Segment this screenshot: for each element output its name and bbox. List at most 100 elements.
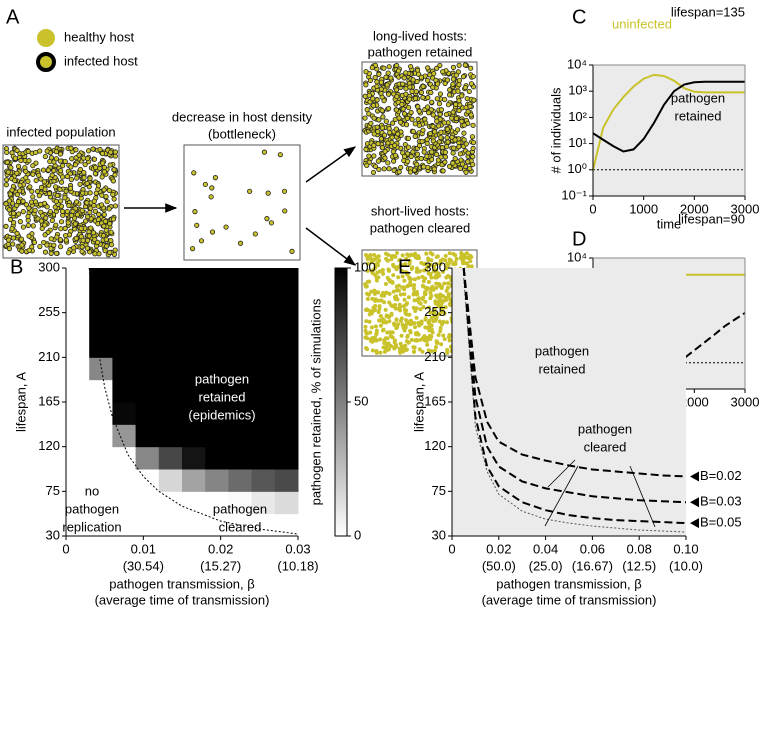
host — [393, 306, 398, 311]
y-tick-label: 75 — [432, 483, 446, 498]
host — [68, 164, 74, 170]
host — [416, 108, 422, 114]
host — [465, 109, 471, 115]
host — [376, 298, 381, 303]
host — [384, 314, 389, 319]
heatmap-cell — [182, 446, 206, 470]
host — [415, 266, 420, 271]
host — [18, 236, 25, 242]
host — [45, 167, 51, 173]
y-tick-label: 10¹ — [568, 135, 587, 150]
box-title: decrease in host density — [172, 109, 313, 124]
host — [389, 254, 394, 259]
host — [386, 105, 392, 112]
host — [425, 65, 431, 71]
heatmap-cell — [274, 290, 299, 314]
host — [268, 220, 274, 226]
host — [62, 225, 68, 231]
heatmap-cell — [135, 268, 160, 291]
host — [370, 258, 375, 263]
host — [452, 137, 458, 143]
host — [202, 181, 208, 188]
host — [30, 223, 36, 229]
host — [110, 178, 116, 184]
host — [434, 315, 439, 320]
host — [439, 303, 444, 308]
host — [65, 220, 71, 226]
host — [68, 176, 74, 183]
host — [386, 91, 392, 97]
host — [18, 157, 24, 164]
host — [437, 319, 442, 324]
heatmap-cell — [274, 424, 299, 448]
host — [408, 109, 414, 116]
host — [11, 220, 17, 226]
host — [433, 151, 440, 157]
host — [451, 145, 457, 151]
host — [379, 107, 385, 114]
heatmap-cell — [251, 424, 276, 448]
host — [446, 294, 451, 299]
host — [396, 275, 401, 280]
host — [394, 284, 399, 289]
host — [57, 151, 64, 157]
host — [58, 226, 64, 232]
host — [281, 188, 288, 194]
host — [414, 269, 419, 274]
host — [85, 237, 91, 244]
host — [461, 137, 467, 143]
host — [42, 249, 49, 255]
host — [92, 208, 98, 214]
host — [81, 169, 87, 176]
box-title: infected population — [6, 124, 115, 139]
host — [406, 295, 411, 300]
host — [98, 202, 105, 208]
heatmap-cell — [274, 357, 299, 381]
host — [108, 229, 114, 235]
host — [398, 262, 403, 267]
host — [53, 156, 60, 162]
host — [365, 268, 370, 273]
y-tick-label: 10⁻¹ — [561, 187, 587, 202]
heatmap-cell — [158, 357, 183, 381]
host — [363, 335, 368, 340]
legend-label: healthy host — [64, 29, 134, 44]
host — [412, 133, 418, 139]
host — [396, 115, 402, 121]
host — [7, 216, 14, 223]
heatmap-cell — [66, 424, 90, 448]
host — [444, 143, 450, 150]
host — [444, 320, 449, 325]
host — [96, 211, 102, 217]
host — [394, 317, 399, 322]
x-tick-label: 2000 — [680, 394, 709, 409]
host — [426, 279, 431, 284]
x-axis-label: (average time of transmission) — [95, 592, 270, 607]
y-tick-label: 210 — [38, 349, 60, 364]
host — [77, 181, 83, 187]
host — [456, 98, 462, 104]
host — [407, 275, 412, 280]
host — [415, 71, 422, 77]
host — [435, 254, 440, 259]
x-tick-label: 0 — [589, 201, 596, 216]
host — [381, 65, 387, 71]
host — [432, 310, 437, 315]
host — [444, 275, 449, 280]
host — [237, 240, 244, 246]
host — [49, 217, 55, 224]
host — [382, 155, 388, 161]
heatmap-cell — [66, 379, 90, 403]
host — [461, 261, 466, 266]
heatmap-cell — [228, 491, 253, 515]
heatmap-cell — [112, 402, 137, 425]
y-tick-label: 255 — [38, 304, 60, 319]
x-tick-sublabel: (15.27) — [200, 558, 241, 573]
host — [15, 211, 22, 217]
host — [370, 296, 375, 301]
y-tick-label: 10⁴ — [567, 249, 587, 264]
x-tick-label: 0.08 — [627, 541, 652, 556]
host — [3, 223, 9, 229]
host — [460, 74, 467, 80]
x-tick-label: 0 — [448, 541, 455, 556]
